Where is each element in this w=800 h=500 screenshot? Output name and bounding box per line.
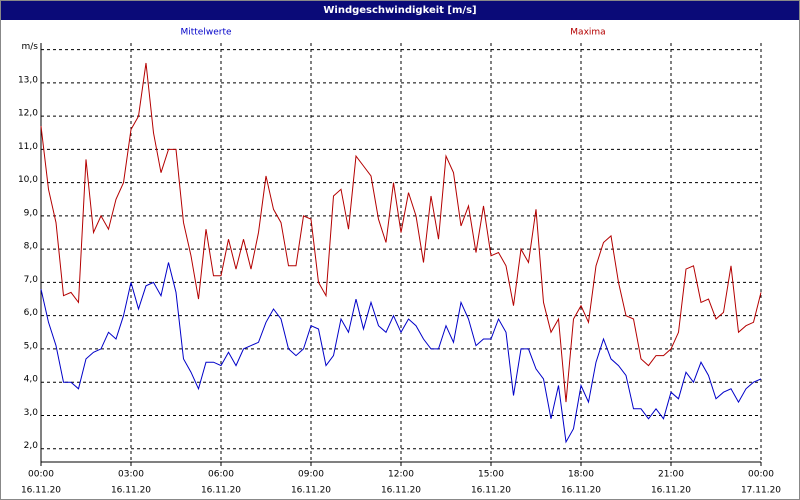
- y-tick-label: 10,0: [18, 175, 38, 185]
- x-tick-date: 16.11.20: [291, 486, 331, 496]
- data-line: [40, 62, 762, 403]
- x-tick-date: 16.11.20: [21, 486, 61, 496]
- x-tick-date: 16.11.20: [111, 486, 151, 496]
- x-tick-label: 18:00: [568, 470, 594, 480]
- x-tick-date: 17.11.20: [741, 486, 781, 496]
- x-tick-date: 16.11.20: [471, 486, 511, 496]
- x-tick-label: 06:00: [208, 470, 234, 480]
- x-tick-date: 16.11.20: [201, 486, 241, 496]
- y-tick-label: 11,0: [18, 142, 38, 152]
- x-tick-label: 21:00: [658, 470, 684, 480]
- y-tick-label: 5,0: [24, 341, 39, 351]
- x-tick-label: 00:00: [28, 470, 54, 480]
- x-tick-date: 16.11.20: [561, 486, 601, 496]
- x-tick-date: 16.11.20: [651, 486, 691, 496]
- x-tick-label: 09:00: [298, 470, 324, 480]
- x-tick-date: 16.11.20: [381, 486, 421, 496]
- data-line: [40, 262, 762, 444]
- y-tick-label: 2,0: [24, 441, 39, 451]
- x-tick-label: 12:00: [388, 470, 414, 480]
- y-tick-label: m/s: [22, 42, 39, 52]
- y-tick-label: 3,0: [24, 408, 39, 418]
- legend-label: Mittelwerte: [180, 28, 231, 38]
- y-tick-label: 9,0: [24, 208, 39, 218]
- y-tick-label: 13,0: [18, 75, 38, 85]
- chart-title: Windgeschwindigkeit [m/s]: [1, 1, 799, 20]
- y-tick-label: 8,0: [24, 242, 39, 252]
- y-tick-label: 12,0: [18, 109, 38, 119]
- y-tick-label: 6,0: [24, 308, 39, 318]
- x-tick-label: 03:00: [118, 470, 144, 480]
- x-tick-label: 00:00: [748, 470, 774, 480]
- y-tick-label: 7,0: [24, 275, 39, 285]
- x-tick-label: 15:00: [478, 470, 504, 480]
- chart: 2,0 3,0 4,0 5,0 6,0 7,0 8,0 9,0 10,0 11,0 12,0 13,0…: [18, 28, 781, 496]
- legend-label: Maxima: [570, 28, 605, 38]
- y-tick-label: 4,0: [24, 375, 39, 385]
